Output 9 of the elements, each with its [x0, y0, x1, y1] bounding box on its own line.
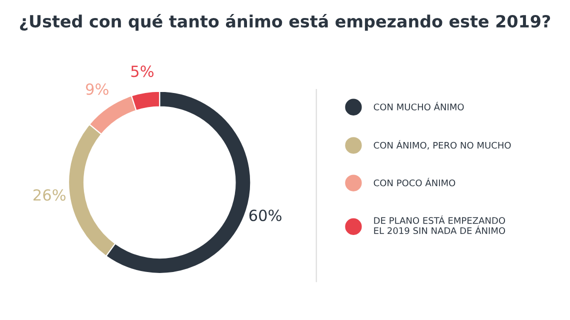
data-label: 5%: [131, 66, 154, 78]
data-label: 26%: [34, 189, 66, 201]
data-label: 9%: [86, 83, 108, 95]
legend-label: CON MUCHO ÁNIMO: [374, 102, 464, 110]
legend-label: DE PLANO ESTÁ EMPEZANDO EL 2019 SIN NADA DE ÁNIMO: [374, 215, 506, 234]
chart-title: ¿Usted con qué tanto ánimo está empezando este 2019?: [20, 14, 550, 31]
legend-label: CON ÁNIMO, PERO NO MUCHO: [374, 140, 511, 150]
data-label: 60%: [249, 210, 282, 222]
legend-label: CON POCO ÁNIMO: [374, 178, 456, 186]
